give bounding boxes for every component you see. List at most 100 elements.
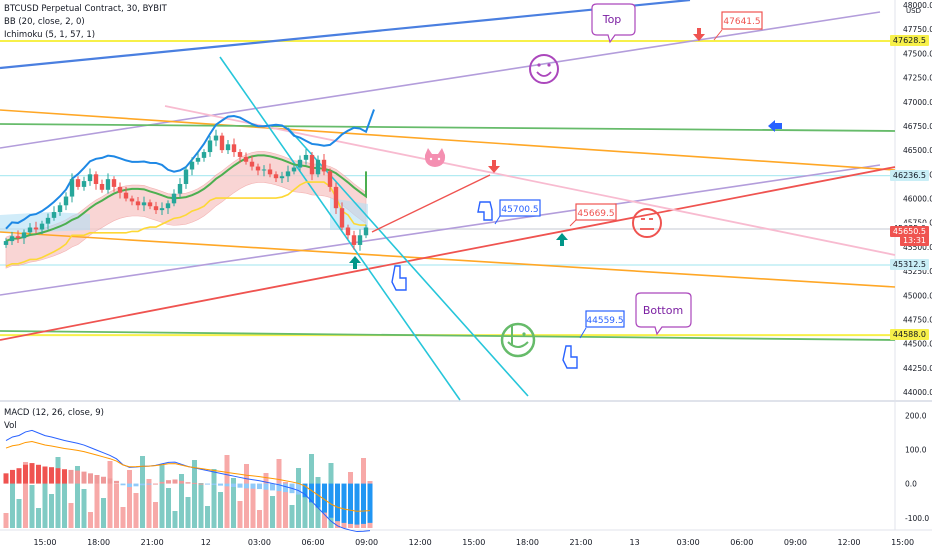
volume-bar [146, 479, 152, 528]
candle-body [243, 156, 249, 162]
volume-bar [231, 478, 236, 528]
macd-bar [185, 482, 191, 484]
macd-bar [166, 480, 171, 484]
candle-body [135, 201, 141, 206]
price-tick: 45000.0 [903, 291, 932, 300]
macd-bar [296, 483, 301, 495]
candle-body [21, 232, 27, 239]
candle-body [51, 212, 57, 218]
macd-bar [198, 483, 204, 485]
macd-bar [211, 483, 217, 485]
candle-body [147, 202, 153, 207]
macd-bar [107, 478, 113, 484]
channel-cyan-1 [219, 56, 461, 401]
candle-body [207, 140, 213, 153]
volume-bar [198, 483, 204, 528]
callout-top-text: Top [602, 13, 622, 26]
trend-lines [0, 0, 896, 401]
time-axis-labels: 15:00 18:00 21:00 12 03:00 06:00 09:00 12:00 15:… [33, 538, 914, 547]
volume-bar [244, 464, 249, 528]
time-tick: 15:00 [462, 538, 485, 547]
trendline-green-bottom [0, 330, 896, 341]
volume-bar [159, 465, 165, 528]
volume-bar [140, 456, 145, 528]
volume-bar [55, 457, 61, 528]
price-tag: 45650.5 [889, 226, 929, 238]
candle-body [69, 179, 75, 197]
price-tag: 44588.0 [889, 329, 929, 341]
time-tick: 12:00 [409, 538, 432, 547]
ichimoku-legend: Ichimoku (5, 1, 57, 1) [4, 30, 96, 40]
svg-text:45700.5: 45700.5 [501, 205, 538, 215]
trendline-red [0, 166, 896, 341]
vol-legend: Vol [4, 421, 17, 431]
candle-body [177, 183, 183, 194]
time-tick: 13 [630, 538, 640, 547]
pointing-hand-icon [391, 265, 407, 291]
cat-face-icon [424, 148, 446, 167]
volume-bar [114, 484, 119, 528]
macd-bar [49, 467, 54, 484]
price-tick: 46000.0 [903, 195, 932, 204]
price-tick: 47750.0 [903, 25, 932, 34]
volume-bar [75, 466, 80, 528]
price-label-44559: 44559.5 [579, 310, 625, 339]
macd-bar [94, 475, 100, 484]
volume-bar [42, 471, 48, 528]
volume-bar [133, 493, 139, 528]
macd-bar [3, 473, 9, 484]
macd-legend: MACD (12, 26, close, 9) [4, 408, 104, 418]
price-label-45700: 45700.5 [494, 199, 541, 225]
macd-bar [192, 482, 197, 484]
volume-bars [3, 454, 373, 528]
time-tick: 06:00 [730, 538, 753, 547]
candle-body [63, 196, 69, 206]
macd-bar [68, 469, 74, 484]
trendline-purple-mid [0, 164, 881, 296]
volume-bar [211, 469, 217, 528]
macd-bar [101, 476, 106, 484]
macd-bar [309, 483, 314, 503]
macd-bar [140, 483, 145, 486]
volume-bar [276, 459, 282, 528]
macd-bar [218, 483, 223, 486]
candle-body [87, 174, 93, 182]
price-tick: 44000.0 [903, 388, 932, 397]
trendline-pink [164, 105, 896, 256]
candle-body [285, 171, 291, 177]
volume-bar [172, 511, 178, 528]
candle-body [345, 227, 351, 236]
macd-bar [62, 469, 67, 484]
volume-bar [62, 480, 67, 528]
candle-body [255, 166, 261, 171]
arrow-line-red [371, 174, 491, 233]
macd-bar [263, 483, 269, 490]
candle-body [9, 236, 15, 242]
candle-body [183, 169, 189, 184]
volume-bar [36, 508, 41, 528]
currency-label: USD [906, 7, 921, 15]
macd-bar [36, 464, 41, 484]
trendline-green-top [0, 123, 896, 132]
candle-body [171, 193, 177, 204]
macd-bar [29, 463, 35, 484]
tenkan-line [5, 181, 366, 267]
svg-text:47641.5: 47641.5 [723, 17, 760, 27]
volume-bar [3, 513, 9, 528]
candle-body [111, 179, 117, 187]
macd-bar [55, 468, 61, 484]
candle-body [3, 241, 9, 245]
price-tick: 46500.0 [903, 146, 932, 155]
arrow-down-red-icon-2 [488, 160, 500, 173]
macd-bar [10, 469, 15, 484]
macd-bar [244, 483, 249, 489]
candle-body [81, 181, 87, 187]
price-tick: 45500.0 [903, 243, 932, 252]
volume-bar [166, 488, 171, 528]
macd-bar [341, 483, 347, 523]
volume-bar [218, 492, 223, 528]
candle-body [33, 227, 39, 230]
candle-body [117, 186, 123, 193]
volume-bar [16, 499, 22, 528]
